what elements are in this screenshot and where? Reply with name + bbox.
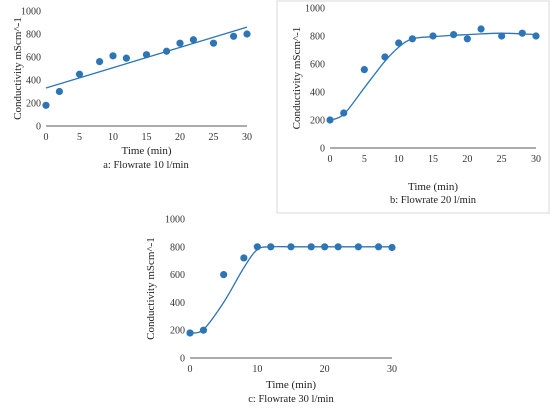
data-point xyxy=(388,243,396,252)
y-tick-label: 0 xyxy=(320,144,325,155)
data-point xyxy=(186,329,194,337)
x-tick-label: 25 xyxy=(209,132,219,143)
y-tick-label: 600 xyxy=(170,270,185,281)
data-point xyxy=(429,32,437,40)
data-point xyxy=(360,66,368,74)
data-point xyxy=(55,87,64,96)
x-tick-label: 0 xyxy=(188,364,193,375)
data-point xyxy=(321,243,329,251)
y-tick-label: 800 xyxy=(170,242,185,253)
y-tick-label: 1000 xyxy=(165,215,185,226)
data-point xyxy=(498,32,506,40)
data-point xyxy=(75,70,84,78)
data-point xyxy=(109,52,117,60)
data-point xyxy=(518,29,526,37)
data-point xyxy=(189,36,197,44)
x-tick-label: 30 xyxy=(531,154,541,165)
data-point xyxy=(307,243,315,251)
panel-frame xyxy=(276,0,550,214)
x-tick-label: 5 xyxy=(77,132,82,143)
data-point xyxy=(334,243,342,251)
chart-panel-2: 0 200 400 600 800 1000 0 5 10 15 20 25 30 Conductivit… xyxy=(276,0,550,214)
data-point xyxy=(142,51,151,59)
data-point xyxy=(374,243,383,251)
data-point xyxy=(122,54,130,62)
x-axis-title: Time (min) xyxy=(121,145,171,157)
chart-caption: a: Flowrate 10 l/min xyxy=(103,160,189,171)
chart-panel-3: 0 200 400 600 800 1000 0 10 20 30 Conductivity mSc… xyxy=(145,215,397,406)
data-point xyxy=(408,35,416,43)
data-point xyxy=(340,109,348,117)
data-point xyxy=(477,25,485,33)
y-tick-label: 1000 xyxy=(21,7,41,18)
y-tick-label: 400 xyxy=(310,88,325,99)
y-tick-label: 200 xyxy=(170,326,185,337)
data-point xyxy=(253,243,261,251)
chart-panel-1: 0 200 400 600 800 1000 0 5 10 15 20 25 30 Conductivit… xyxy=(12,7,252,172)
chart-caption: b: Flowrate 20 l/min xyxy=(390,195,477,206)
data-point xyxy=(220,271,228,279)
y-tick-label: 0 xyxy=(180,354,185,365)
x-tick-label: 10 xyxy=(252,364,262,375)
y-tick-label: 800 xyxy=(26,30,41,41)
x-tick-label: 15 xyxy=(142,132,152,143)
data-point xyxy=(287,243,295,251)
y-tick-label: 600 xyxy=(310,60,325,71)
y-tick-label: 400 xyxy=(26,76,41,87)
y-axis-title: Conductivity mScm^-1 xyxy=(291,27,303,130)
y-tick-label: 200 xyxy=(26,99,41,110)
data-point xyxy=(381,53,389,61)
data-point xyxy=(450,30,458,39)
chart-caption: c: Flowrate 30 l/min xyxy=(248,394,334,405)
x-tick-label: 0 xyxy=(328,154,333,165)
data-point xyxy=(209,39,218,47)
x-tick-label: 30 xyxy=(387,364,397,375)
x-tick-label: 5 xyxy=(362,154,367,165)
x-tick-label: 30 xyxy=(242,132,252,143)
y-tick-label: 0 xyxy=(36,122,41,133)
y-tick-label: 200 xyxy=(310,116,325,127)
trend-line xyxy=(189,245,392,334)
y-tick-label: 400 xyxy=(170,298,185,309)
data-point xyxy=(463,35,471,43)
y-axis-title: Conductivity mScm^-1 xyxy=(12,17,24,120)
x-tick-label: 0 xyxy=(44,132,49,143)
x-axis-title: Time (min) xyxy=(408,181,458,193)
data-point xyxy=(354,243,362,251)
x-axis-title: Time (min) xyxy=(266,379,316,391)
data-point xyxy=(240,254,248,262)
x-tick-label: 10 xyxy=(108,132,118,143)
trend-line xyxy=(329,32,537,121)
y-tick-label: 800 xyxy=(310,32,325,43)
data-point xyxy=(395,39,403,47)
data-point xyxy=(42,101,50,109)
x-tick-label: 20 xyxy=(175,132,185,143)
x-tick-label: 15 xyxy=(428,154,438,165)
x-tick-label: 10 xyxy=(394,154,404,165)
y-axis-title: Conductivity mScm^-1 xyxy=(145,237,157,340)
data-point xyxy=(163,47,171,55)
data-point xyxy=(176,39,184,47)
y-tick-label: 600 xyxy=(26,53,41,64)
x-tick-label: 25 xyxy=(497,154,507,165)
data-point xyxy=(96,58,104,66)
data-point xyxy=(326,116,334,124)
data-point xyxy=(199,326,208,334)
x-tick-label: 20 xyxy=(462,154,472,165)
y-tick-label: 1000 xyxy=(305,4,325,15)
data-point xyxy=(230,32,238,40)
data-point xyxy=(243,30,251,38)
data-point xyxy=(267,243,275,251)
data-point xyxy=(532,32,540,40)
x-tick-label: 20 xyxy=(320,364,330,375)
